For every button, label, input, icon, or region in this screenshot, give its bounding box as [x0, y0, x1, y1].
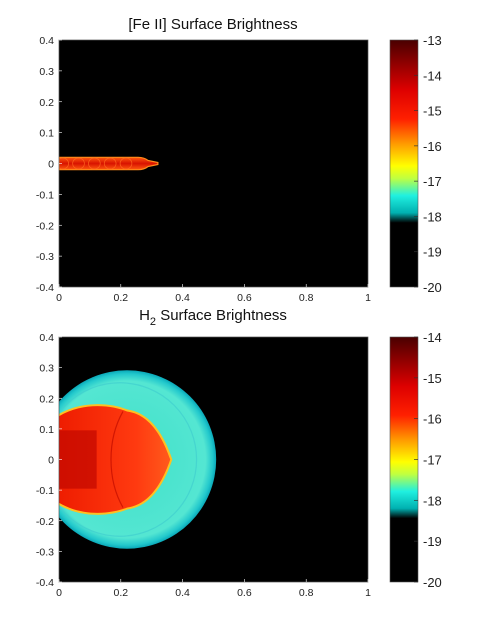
feii-colorbar-tick-label: -14	[423, 68, 442, 83]
h2-y-tick-label: -0.3	[36, 546, 54, 558]
feii-y-tick-label: 0	[48, 159, 54, 171]
feii-y-tick-label: 0.1	[39, 128, 54, 140]
feii-y-tick-label: -0.4	[36, 282, 54, 294]
feii-jet-knot	[72, 157, 85, 170]
h2-title: H2 Surface Brightness	[139, 307, 287, 328]
h2-colorbar-tick-label: -15	[423, 371, 442, 386]
h2-y-tick-label: -0.1	[36, 485, 54, 497]
h2-y-tick-label: -0.2	[36, 516, 54, 528]
h2-y-tick-label: 0.4	[39, 332, 54, 344]
feii-y-tick-label: 0.4	[39, 35, 54, 47]
h2-x-tick-label: 0.4	[175, 587, 190, 599]
h2-x-tick-label: 0.2	[113, 587, 128, 599]
h2-inner-shell	[59, 382, 198, 537]
feii-y-tick-label: -0.3	[36, 251, 54, 263]
feii-jet-knot	[103, 157, 117, 170]
feii-y-tick-label: 0.3	[39, 66, 54, 78]
feii-x-tick-label: 1	[365, 292, 371, 304]
feii-colorbar-tick-label: -15	[423, 104, 442, 119]
h2-y-tick-label: -0.4	[36, 577, 54, 589]
feii-x-tick-label: 0.6	[237, 292, 252, 304]
h2-bow-cap	[110, 411, 124, 508]
feii-colorbar-tick-label: -13	[423, 33, 442, 48]
h2-jet-core	[59, 430, 97, 489]
feii-jet	[59, 156, 159, 171]
h2-colorbar-tick-label: -14	[423, 330, 442, 345]
h2-x-tick-label: 0	[56, 587, 62, 599]
panel-h2: H2 Surface Brightness 0 0.2 0.4 0.6 0.8 1 0.4 0…	[36, 307, 442, 599]
h2-y-tick-label: 0.1	[39, 424, 54, 436]
feii-jet-knot	[119, 157, 133, 170]
feii-colorbar-tick-label: -18	[423, 209, 442, 224]
feii-emission	[59, 156, 159, 171]
feii-jet-knot	[59, 157, 69, 170]
feii-y-tick-label: 0.2	[39, 97, 54, 109]
panel-feii: [Fe II] Surface Brightness 0 0.2 0.4 0.6 0.8…	[36, 16, 442, 304]
h2-colorbar-tick-label: -20	[423, 575, 442, 590]
h2-colorbar-tick-label: -18	[423, 493, 442, 508]
h2-colorbar-tick-label: -16	[423, 412, 442, 427]
h2-colorbar-tick-label: -19	[423, 534, 442, 549]
feii-jet-knots	[59, 157, 133, 170]
h2-colorbar-tick-label: -17	[423, 453, 442, 468]
h2-emission	[59, 370, 217, 549]
h2-x-tick-label: 0.6	[237, 587, 252, 599]
h2-y-tick-label: 0.2	[39, 393, 54, 405]
feii-colorbar-tick-label: -17	[423, 174, 442, 189]
h2-colorbar	[389, 336, 419, 583]
h2-y-tick-label: 0	[48, 455, 54, 467]
feii-colorbar-tick-label: -20	[423, 280, 442, 295]
h2-y-tick-label: 0.3	[39, 363, 54, 375]
feii-x-tick-label: 0.4	[175, 292, 190, 304]
feii-x-tick-label: 0.8	[299, 292, 314, 304]
feii-colorbar	[389, 39, 419, 288]
feii-title: [Fe II] Surface Brightness	[128, 16, 297, 33]
feii-x-tick-label: 0	[56, 292, 62, 304]
feii-jet-knot	[88, 157, 101, 170]
feii-colorbar-tick-label: -16	[423, 139, 442, 154]
feii-y-tick-label: -0.2	[36, 220, 54, 232]
feii-y-tick-label: -0.1	[36, 189, 54, 201]
feii-colorbar-tick-label: -19	[423, 245, 442, 260]
feii-x-tick-label: 0.2	[113, 292, 128, 304]
h2-x-tick-label: 1	[365, 587, 371, 599]
h2-x-tick-label: 0.8	[299, 587, 314, 599]
